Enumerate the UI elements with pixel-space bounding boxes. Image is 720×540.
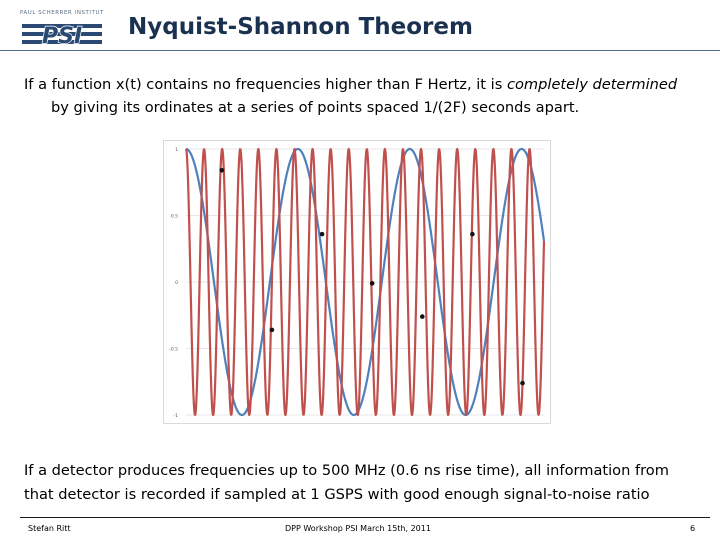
detector-text-line1: If a detector produces frequencies up to… xyxy=(24,462,669,479)
sample-point xyxy=(269,327,275,333)
y-tick-label: 1 xyxy=(175,147,178,153)
detector-statement: If a detector produces frequencies up to… xyxy=(24,459,714,507)
title-divider xyxy=(0,50,720,51)
sample-point xyxy=(470,231,475,237)
sampling-chart: 1 0.5 0 -0.5 -1 xyxy=(169,147,546,419)
y-tick-label: 0 xyxy=(175,280,178,286)
sample-point xyxy=(219,167,225,173)
sample-point xyxy=(369,281,375,286)
sample-point xyxy=(419,314,425,319)
footer-event: DPP Workshop PSI March 15th, 2011 xyxy=(285,524,431,533)
footer-divider xyxy=(20,517,710,518)
sampling-chart-frame: 1 0.5 0 -0.5 -1 xyxy=(163,140,551,424)
y-tick-label: -1 xyxy=(174,413,179,419)
theorem-emphasis: completely determined xyxy=(506,76,678,93)
logo-institute-text: PAUL SCHERRER INSTITUT xyxy=(20,10,104,16)
theorem-text-start: If a function x(t) contains no frequenci… xyxy=(24,76,507,93)
logo-mark-text: PSI xyxy=(42,24,82,46)
footer-page-number: 6 xyxy=(690,524,696,533)
y-tick-label: 0.5 xyxy=(171,214,178,220)
sample-point xyxy=(319,231,325,237)
psi-logo: PAUL SCHERRER INSTITUT PSI xyxy=(20,10,110,48)
slide-title: Nyquist-Shannon Theorem xyxy=(128,14,473,40)
theorem-statement: If a function x(t) contains no frequenci… xyxy=(24,73,714,119)
series-line-1 xyxy=(185,147,546,417)
sample-point xyxy=(520,380,525,386)
psi-logo-mark: PSI xyxy=(22,20,106,46)
footer-author: Stefan Ritt xyxy=(28,524,71,533)
detector-text-line2: that detector is recorded if sampled at … xyxy=(24,486,650,503)
y-tick-label: -0.5 xyxy=(169,347,178,353)
theorem-text-line2: by giving its ordinates at a series of p… xyxy=(51,99,580,116)
series-line-2 xyxy=(184,147,546,417)
